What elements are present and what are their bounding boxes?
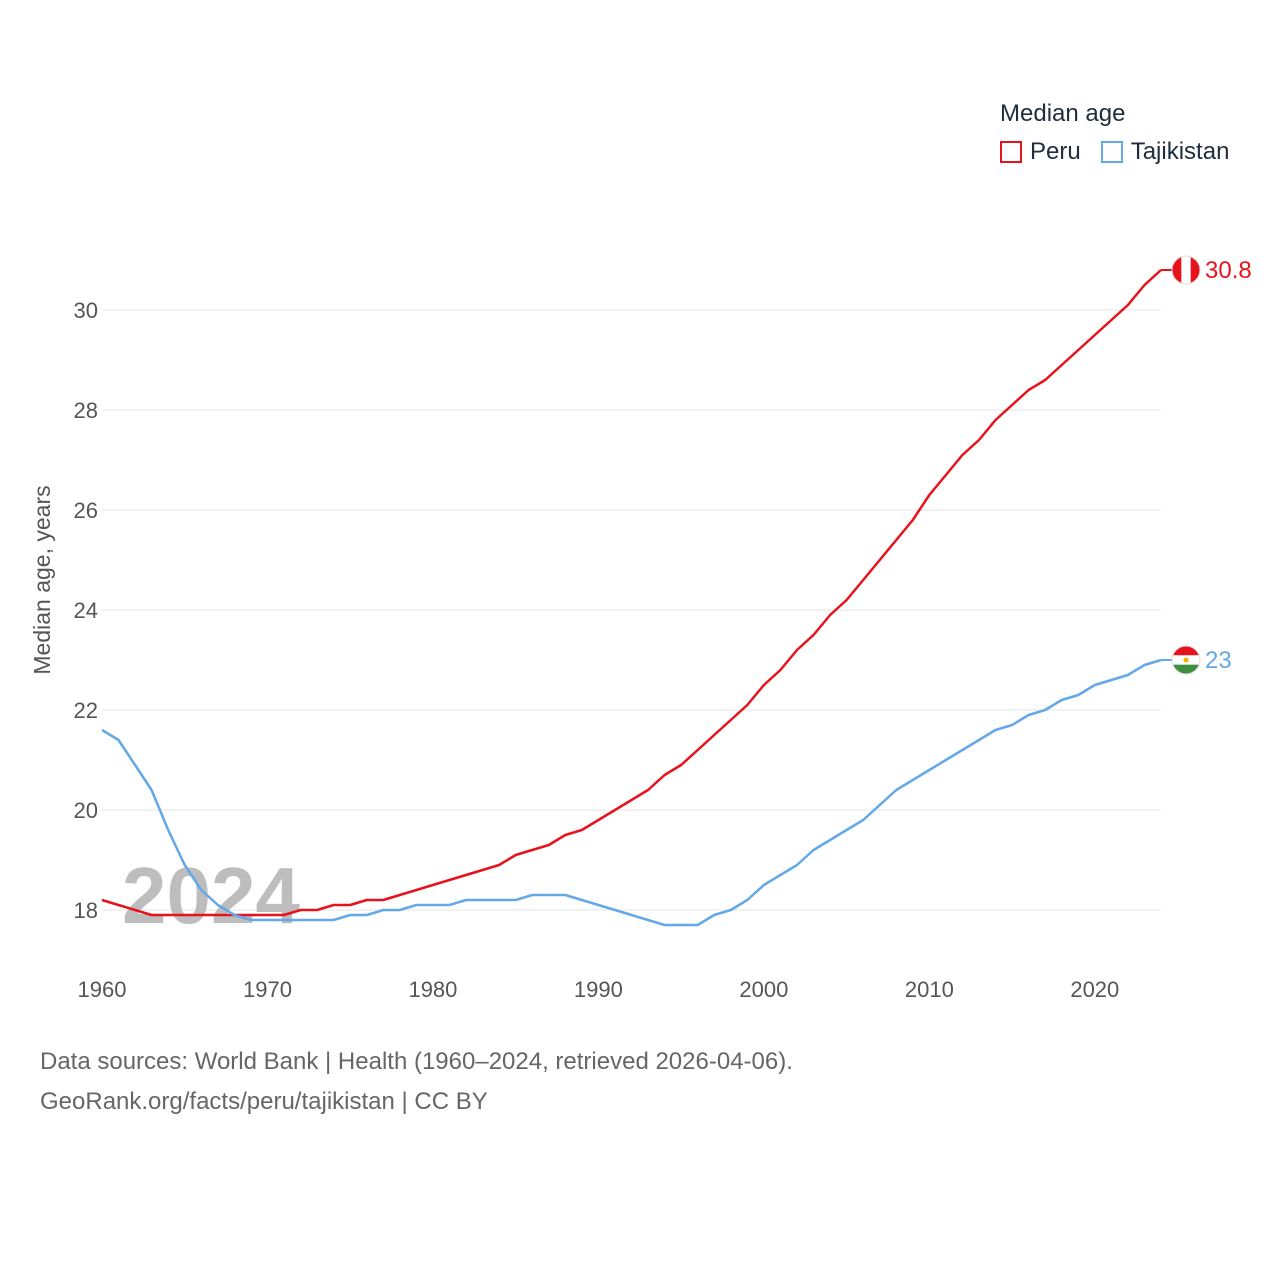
x-tick-label: 1980 (408, 977, 457, 1002)
y-tick-label: 28 (74, 398, 98, 423)
legend-swatch-tajikistan (1100, 141, 1123, 163)
y-tick-label: 26 (74, 498, 98, 523)
x-tick-label: 1990 (574, 977, 623, 1002)
legend: Median age Peru Tajikistan (1000, 100, 1249, 166)
y-tick-label: 20 (74, 798, 98, 823)
legend-title: Median age (1000, 100, 1126, 127)
x-tick-label: 2000 (739, 977, 788, 1002)
series-lines (101, 269, 1162, 927)
y-tick-label: 18 (74, 898, 98, 923)
series-line-peru[interactable] (101, 269, 1162, 917)
series-end-markers: 30.8 23 (1161, 255, 1252, 675)
legend-label-peru: Peru (1030, 138, 1081, 165)
legend-items: Peru Tajikistan (1000, 138, 1249, 166)
x-tick-label: 1970 (243, 977, 292, 1002)
y-axis-title: Median age, years (29, 485, 55, 674)
x-tick-label: 2020 (1070, 977, 1119, 1002)
x-axis-tick-labels: 1960 1970 1980 1990 2000 2010 2020 (78, 977, 1120, 1002)
data-sources-text: Data sources: World Bank | Health (1960–… (40, 1048, 793, 1075)
source-link[interactable]: GeoRank.org/facts/peru/tajikistan | CC B… (40, 1088, 488, 1115)
tajikistan-flag-icon (1171, 645, 1201, 675)
series-line-tajikistan[interactable] (101, 658, 1162, 927)
x-tick-label: 2010 (905, 977, 954, 1002)
legend-label-tajikistan: Tajikistan (1130, 138, 1230, 165)
x-tick-label: 1960 (78, 977, 127, 1002)
legend-item-tajikistan[interactable]: Tajikistan (1100, 138, 1230, 166)
legend-item-peru[interactable]: Peru (1000, 138, 1081, 166)
grid-lines (102, 309, 1161, 911)
end-value-label-tajikistan: 23 (1205, 647, 1232, 674)
footer: Data sources: World Bank | Health (1960–… (40, 1042, 793, 1122)
y-axis-tick-labels: 18 20 22 24 26 28 30 (74, 298, 98, 923)
peru-flag-icon (1171, 255, 1201, 285)
legend-swatch-peru (1000, 141, 1022, 163)
year-watermark: 2024 (122, 851, 300, 940)
y-tick-label: 22 (74, 698, 98, 723)
y-tick-label: 24 (74, 598, 98, 623)
y-tick-label: 30 (74, 298, 98, 323)
end-value-label-peru: 30.8 (1205, 257, 1252, 284)
